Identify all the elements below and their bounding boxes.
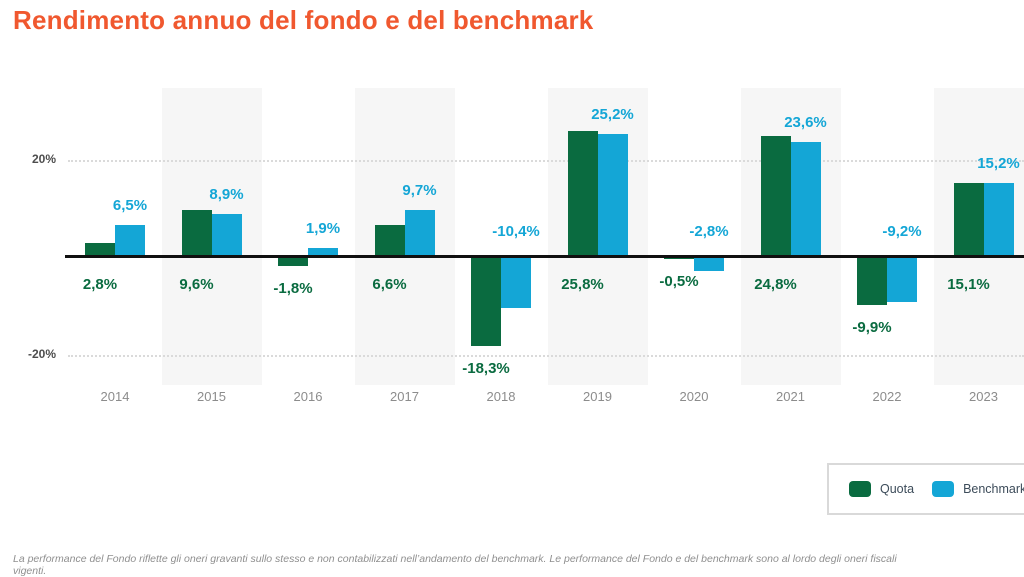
y-gridline-20% — [68, 160, 1024, 162]
x-axis-label-2014: 2014 — [75, 389, 155, 404]
bar-benchmark-2015 — [212, 214, 242, 257]
value-label-quota-2019: 25,8% — [528, 277, 638, 293]
value-label-benchmark-2018: -10,4% — [461, 224, 571, 240]
bar-quota-2019 — [568, 131, 598, 257]
x-axis-label-2018: 2018 — [461, 389, 541, 404]
bar-benchmark-2019 — [598, 134, 628, 257]
value-label-benchmark-2015: 8,9% — [172, 187, 282, 203]
y-gridline--20% — [68, 355, 1024, 357]
value-label-quota-2015: 9,6% — [142, 277, 252, 293]
bar-quota-2018 — [471, 257, 501, 346]
value-label-benchmark-2017: 9,7% — [365, 183, 475, 199]
bar-benchmark-2014 — [115, 225, 145, 257]
x-axis-label-2022: 2022 — [847, 389, 927, 404]
bar-quota-2022 — [857, 257, 887, 305]
x-axis-label-2017: 2017 — [365, 389, 445, 404]
y-tick-label--20%: -20% — [4, 347, 56, 361]
bar-quota-2017 — [375, 225, 405, 257]
value-label-quota-2021: 24,8% — [721, 277, 831, 293]
x-axis-label-2023: 2023 — [944, 389, 1024, 404]
legend-label-benchmark: Benchmark — [963, 482, 1024, 496]
bar-quota-2023 — [954, 183, 984, 257]
bar-benchmark-2023 — [984, 183, 1014, 257]
zero-axis-line — [65, 255, 1024, 258]
chart-legend: Quota Benchmark — [827, 463, 1024, 515]
value-label-benchmark-2016: 1,9% — [268, 221, 378, 237]
value-label-benchmark-2019: 25,2% — [558, 107, 668, 123]
benchmark-color-swatch — [932, 481, 954, 497]
x-axis-label-2020: 2020 — [654, 389, 734, 404]
x-axis-label-2015: 2015 — [172, 389, 252, 404]
bar-quota-2016 — [278, 257, 308, 266]
value-label-quota-2020: -0,5% — [624, 274, 734, 290]
bar-benchmark-2021 — [791, 142, 821, 257]
legend-item-quota: Quota — [849, 481, 914, 497]
disclaimer-text: La performance del Fondo riflette gli on… — [13, 553, 913, 577]
quota-color-swatch — [849, 481, 871, 497]
x-axis-label-2019: 2019 — [558, 389, 638, 404]
value-label-quota-2023: 15,1% — [914, 277, 1024, 293]
bar-benchmark-2022 — [887, 257, 917, 302]
value-label-quota-2017: 6,6% — [335, 277, 445, 293]
bar-benchmark-2017 — [405, 210, 435, 257]
value-label-benchmark-2023: 15,2% — [944, 156, 1024, 172]
value-label-benchmark-2020: -2,8% — [654, 224, 764, 240]
legend-item-benchmark: Benchmark — [932, 481, 1024, 497]
bar-benchmark-2018 — [501, 257, 531, 308]
value-label-quota-2022: -9,9% — [817, 320, 927, 336]
legend-label-quota: Quota — [880, 482, 914, 496]
y-tick-label-20%: 20% — [4, 152, 56, 166]
bar-benchmark-2020 — [694, 257, 724, 271]
value-label-quota-2014: 2,8% — [45, 277, 155, 293]
value-label-quota-2016: -1,8% — [238, 281, 348, 297]
value-label-benchmark-2022: -9,2% — [847, 224, 957, 240]
value-label-benchmark-2021: 23,6% — [751, 115, 861, 131]
bar-quota-2021 — [761, 136, 791, 257]
x-axis-label-2021: 2021 — [751, 389, 831, 404]
value-label-quota-2018: -18,3% — [431, 361, 541, 377]
bar-quota-2015 — [182, 210, 212, 257]
value-label-benchmark-2014: 6,5% — [75, 198, 185, 214]
x-axis-label-2016: 2016 — [268, 389, 348, 404]
